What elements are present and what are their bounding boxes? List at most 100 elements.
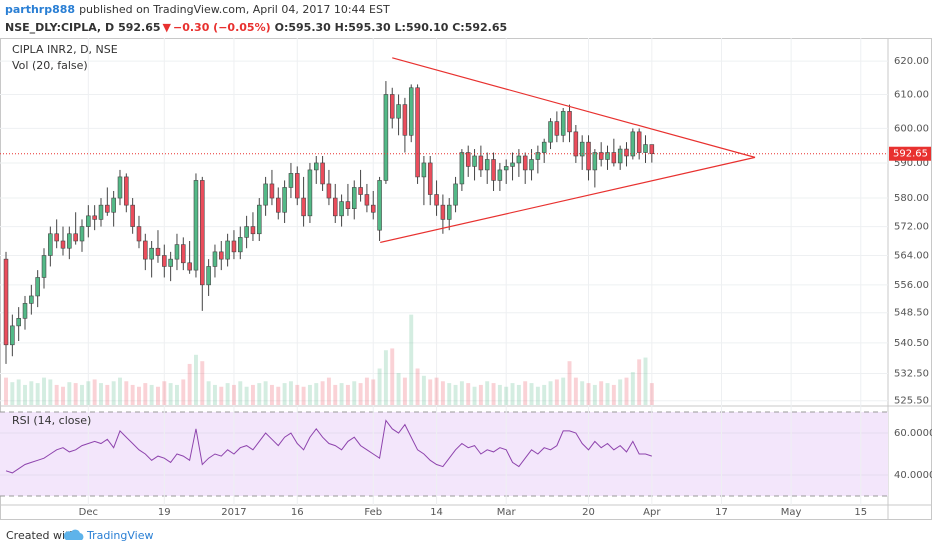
x-tick-label: 20 bbox=[582, 507, 595, 518]
candle-body bbox=[244, 226, 249, 238]
candle-body bbox=[282, 187, 287, 213]
volume-bar bbox=[523, 381, 528, 405]
volume-bar bbox=[478, 384, 483, 405]
volume-bar bbox=[453, 384, 458, 405]
candle-body bbox=[155, 247, 161, 256]
volume-bar bbox=[409, 314, 414, 405]
volume-bar bbox=[472, 386, 477, 405]
volume-bar bbox=[504, 386, 509, 405]
candle-body bbox=[345, 201, 351, 209]
candle-body bbox=[313, 162, 319, 171]
candle-body bbox=[617, 148, 623, 164]
logo[interactable] bbox=[63, 529, 84, 540]
candle-body bbox=[35, 277, 40, 297]
candle-body bbox=[67, 233, 72, 249]
candle-body bbox=[29, 295, 34, 304]
volume-bar bbox=[257, 383, 262, 405]
volume-bar bbox=[156, 386, 160, 405]
volume-bar bbox=[637, 359, 642, 405]
volume-bar bbox=[263, 381, 268, 405]
candle-body bbox=[383, 94, 389, 181]
author[interactable]: parthrp888 bbox=[5, 3, 75, 16]
candle-body bbox=[503, 166, 509, 171]
candle-body bbox=[22, 303, 28, 319]
candle-body bbox=[529, 159, 534, 171]
volume-bar bbox=[149, 384, 154, 405]
volume-bar bbox=[643, 357, 648, 405]
candle-body bbox=[339, 201, 344, 217]
candle-body bbox=[320, 162, 325, 185]
volume-bar bbox=[390, 348, 395, 405]
candle-body bbox=[548, 121, 553, 143]
volume-bar bbox=[288, 381, 293, 405]
candle-body bbox=[541, 141, 547, 153]
candle-body bbox=[586, 141, 591, 171]
volume-bar bbox=[16, 379, 21, 405]
last: 592.65 bbox=[118, 21, 160, 34]
candle-body bbox=[389, 94, 395, 119]
volume-bar bbox=[402, 377, 407, 405]
volume-bar bbox=[73, 383, 78, 405]
candle-body bbox=[41, 255, 47, 278]
candle-body bbox=[117, 176, 123, 199]
volume-bar bbox=[510, 383, 515, 405]
volume-bar bbox=[105, 384, 110, 405]
volume-bar bbox=[118, 377, 122, 405]
candle-body bbox=[276, 197, 281, 213]
candle-body bbox=[212, 251, 218, 267]
candle-body bbox=[231, 240, 237, 253]
candle-body bbox=[396, 104, 401, 119]
candle-body bbox=[149, 247, 154, 260]
volume-bar bbox=[485, 381, 490, 405]
volume-bar bbox=[269, 384, 274, 405]
last-price-label: 592.65 bbox=[893, 149, 928, 160]
candle-body bbox=[295, 173, 300, 199]
footer-brand[interactable]: TradingView bbox=[86, 529, 153, 542]
volume-bar bbox=[516, 384, 521, 405]
volume-bar bbox=[364, 377, 369, 405]
candle-body bbox=[567, 111, 572, 133]
volume-bar bbox=[276, 386, 281, 405]
symbol: NSE_DLY:CIPLA, D bbox=[5, 21, 114, 34]
volume-bar bbox=[421, 375, 426, 405]
candle-body bbox=[181, 244, 186, 264]
volume-bar bbox=[542, 384, 547, 405]
y-tick-label: 610.00 bbox=[894, 89, 929, 100]
volume-bar bbox=[175, 384, 179, 405]
volume-bar bbox=[200, 361, 205, 405]
volume-bar bbox=[548, 381, 553, 405]
x-tick-label: 17 bbox=[715, 507, 728, 518]
y-tick-label: 548.50 bbox=[894, 308, 929, 319]
volume-bar bbox=[92, 379, 97, 405]
volume-bar bbox=[599, 381, 604, 405]
volume-bar bbox=[314, 383, 319, 405]
volume-bar bbox=[497, 384, 502, 405]
volume-bar bbox=[124, 381, 129, 405]
volume-bar bbox=[561, 377, 566, 405]
candle-body bbox=[484, 159, 490, 171]
volume-bar bbox=[383, 350, 388, 405]
candle-body bbox=[98, 204, 104, 220]
volume-bar bbox=[99, 383, 103, 405]
volume-bar bbox=[206, 381, 211, 405]
candle-body bbox=[48, 233, 53, 256]
candle-body bbox=[3, 258, 9, 346]
x-tick-label: 14 bbox=[430, 507, 443, 518]
y-tick-label: 580.00 bbox=[894, 193, 929, 204]
trendline bbox=[392, 57, 756, 158]
candle-body bbox=[54, 233, 59, 242]
candle-body bbox=[510, 162, 515, 167]
volume-bar bbox=[301, 386, 306, 405]
x-tick-label: May bbox=[781, 507, 802, 518]
y-tick-label: 600.00 bbox=[894, 123, 929, 134]
x-tick-label: 2017 bbox=[221, 507, 246, 518]
volume-bar bbox=[554, 379, 559, 405]
candle-body bbox=[358, 187, 363, 195]
y-tick-label: 556.00 bbox=[894, 280, 929, 291]
candle-body bbox=[143, 240, 148, 260]
volume-bar bbox=[130, 384, 135, 405]
volume-bar bbox=[618, 379, 623, 405]
candle-body bbox=[377, 180, 382, 231]
volume-bar bbox=[86, 381, 91, 405]
candle-body bbox=[522, 155, 528, 171]
